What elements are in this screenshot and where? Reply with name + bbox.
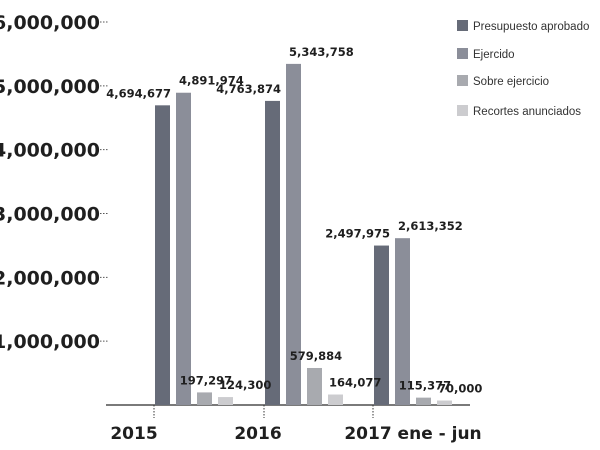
bar-2-1: [176, 92, 191, 405]
x-tick-label: 2017 ene - jun: [344, 424, 481, 444]
y-tick-label: 1,000,000: [0, 331, 100, 353]
bar-1-1: [155, 105, 170, 405]
bar-1-2: [265, 100, 280, 406]
y-axis-ticks: 1,000,000 2,000,000 3,000,000 4,000,000 5,00…: [0, 12, 108, 353]
bar-2-2: [286, 63, 301, 406]
data-label-1-2: 4,763,874: [216, 82, 281, 96]
legend-label: Recortes anunciados: [473, 106, 581, 118]
data-label-1-3: 2,497,975: [325, 227, 390, 241]
bar-4-3: [437, 400, 452, 405]
y-tick-label: 5,000,000: [0, 76, 100, 98]
data-label-3-3: 115,377: [399, 379, 451, 393]
x-tick-label: 2015: [110, 424, 157, 444]
data-label-2-1: 4,891,974: [179, 74, 244, 88]
legend-label: Sobre ejercicio: [473, 76, 549, 88]
bar-4-2: [328, 394, 343, 405]
bar-3-2: [307, 367, 322, 405]
legend-swatch: [457, 105, 468, 116]
y-tick-label: 4,000,000: [0, 140, 100, 162]
legend-swatch: [457, 48, 468, 59]
legend-swatch: [457, 75, 468, 86]
x-tick-label: 2016: [234, 424, 281, 444]
bar-4-1: [218, 397, 233, 405]
bar-3-1: [197, 392, 212, 405]
data-label-4-2: 164,077: [329, 376, 381, 390]
legend-label: Ejercido: [473, 49, 515, 61]
legend-label: Presupuesto aprobado: [473, 21, 589, 33]
y-tick-label: 6,000,000: [0, 12, 100, 34]
data-label-3-1: 197,297: [180, 373, 232, 387]
bar-2-3: [395, 238, 410, 405]
legend-swatch: [457, 20, 468, 31]
bar-3-3: [416, 397, 431, 405]
x-axis-ticks: 2015 2016 2017 ene - jun: [110, 405, 482, 444]
data-label-2-2: 5,343,758: [289, 45, 354, 59]
data-label-4-1: 124,300: [219, 378, 271, 392]
data-label-3-2: 579,884: [290, 349, 342, 363]
y-tick-label: 3,000,000: [0, 204, 100, 226]
data-label-1-1: 4,694,677: [106, 86, 171, 100]
bar-1-3: [374, 245, 389, 405]
legend: Presupuesto aprobado Ejercido Sobre ejerci…: [457, 20, 589, 118]
data-label-2-3: 2,613,352: [398, 219, 463, 233]
data-label-4-3: 70,000: [438, 382, 482, 396]
bars: [155, 63, 452, 406]
y-tick-label: 2,000,000: [0, 267, 100, 289]
